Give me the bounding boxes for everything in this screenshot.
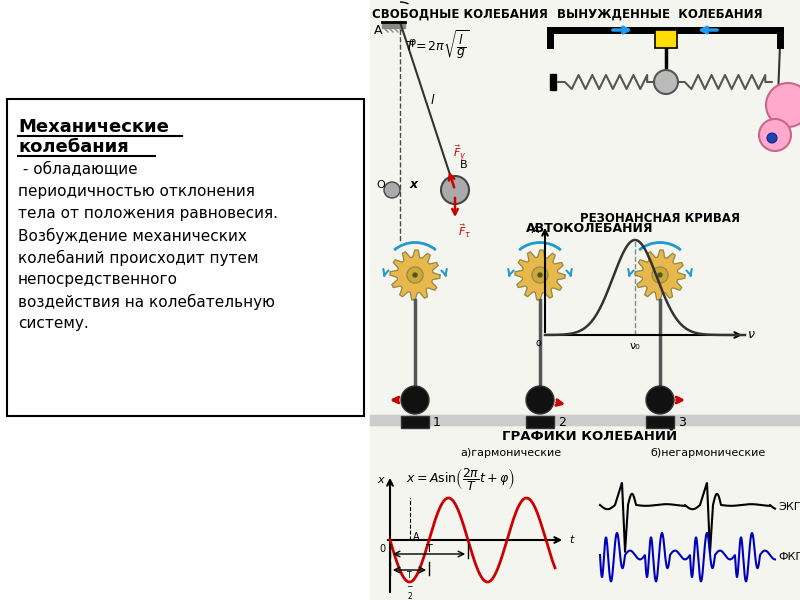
- Circle shape: [766, 83, 800, 127]
- Text: O: O: [376, 180, 385, 190]
- Polygon shape: [370, 0, 800, 420]
- FancyBboxPatch shape: [7, 99, 364, 416]
- Bar: [401, 416, 429, 428]
- Text: - обладающие: - обладающие: [18, 162, 138, 177]
- Text: ФКГ: ФКГ: [778, 552, 800, 562]
- Text: $x = A\sin\!\left(\dfrac{2\pi}{T}t + \varphi\right)$: $x = A\sin\!\left(\dfrac{2\pi}{T}t + \va…: [406, 466, 514, 492]
- Text: воздействия на колебательную: воздействия на колебательную: [18, 294, 275, 310]
- Text: ВЫНУЖДЕННЫЕ  КОЛЕБАНИЯ: ВЫНУЖДЕННЫЕ КОЛЕБАНИЯ: [557, 8, 763, 21]
- Text: Механические: Механические: [18, 118, 169, 136]
- Bar: [655, 30, 677, 48]
- Circle shape: [441, 176, 469, 204]
- Text: t: t: [569, 535, 574, 545]
- Text: непосредственного: непосредственного: [18, 272, 178, 287]
- Text: ν: ν: [748, 329, 755, 341]
- Circle shape: [532, 267, 548, 283]
- Text: A: A: [413, 532, 419, 542]
- Text: СВОБОДНЫЕ КОЛЕБАНИЯ: СВОБОДНЫЕ КОЛЕБАНИЯ: [372, 8, 548, 21]
- Text: колебаний происходит путем: колебаний происходит путем: [18, 250, 258, 266]
- Text: б)негармонические: б)негармонические: [650, 448, 766, 458]
- Text: АВТОКОЛЕБАНИЯ: АВТОКОЛЕБАНИЯ: [526, 222, 654, 235]
- Circle shape: [658, 272, 662, 278]
- Polygon shape: [382, 22, 405, 28]
- Bar: [526, 416, 554, 428]
- Polygon shape: [370, 415, 800, 425]
- Text: A: A: [374, 24, 382, 37]
- Bar: [646, 416, 674, 428]
- Text: колебания: колебания: [18, 138, 129, 156]
- Text: o: o: [535, 338, 541, 348]
- Polygon shape: [390, 250, 440, 300]
- Text: Возбуждение механических: Возбуждение механических: [18, 228, 247, 244]
- Text: а)гармонические: а)гармонические: [460, 448, 561, 458]
- Circle shape: [646, 386, 674, 414]
- Polygon shape: [370, 420, 800, 600]
- Text: 3: 3: [678, 415, 686, 428]
- Text: x: x: [410, 179, 418, 191]
- Text: ЭКГ: ЭКГ: [778, 502, 800, 512]
- Text: 2: 2: [558, 415, 566, 428]
- Circle shape: [759, 119, 791, 151]
- Polygon shape: [635, 250, 685, 300]
- Circle shape: [526, 386, 554, 414]
- Text: ГРАФИКИ КОЛЕБАНИЙ: ГРАФИКИ КОЛЕБАНИЙ: [502, 430, 678, 443]
- Text: T
─
2: T ─ 2: [407, 571, 412, 600]
- Polygon shape: [550, 74, 556, 90]
- Text: B: B: [460, 160, 468, 170]
- Text: l: l: [430, 94, 434, 107]
- Text: тела от положения равновесия.: тела от положения равновесия.: [18, 206, 278, 221]
- Polygon shape: [370, 415, 800, 425]
- Polygon shape: [515, 250, 565, 300]
- Text: 1: 1: [433, 415, 441, 428]
- Circle shape: [538, 272, 542, 278]
- Text: 0: 0: [380, 544, 386, 554]
- Circle shape: [767, 133, 777, 143]
- Text: $T = 2\pi\sqrt{\dfrac{l}{g}}$: $T = 2\pi\sqrt{\dfrac{l}{g}}$: [405, 28, 470, 61]
- Circle shape: [652, 267, 668, 283]
- Circle shape: [384, 182, 400, 198]
- Text: $\vec{F}_\tau$: $\vec{F}_\tau$: [458, 222, 471, 239]
- Circle shape: [412, 272, 418, 278]
- Circle shape: [654, 70, 678, 94]
- Text: систему.: систему.: [18, 316, 89, 331]
- Text: ν₀: ν₀: [630, 341, 640, 351]
- Text: периодичностью отклонения: периодичностью отклонения: [18, 184, 255, 199]
- Circle shape: [407, 267, 423, 283]
- Text: T: T: [426, 544, 432, 554]
- Text: φ: φ: [408, 37, 415, 47]
- Text: A: A: [531, 225, 539, 235]
- Circle shape: [401, 386, 429, 414]
- Text: x: x: [378, 475, 384, 485]
- Text: РЕЗОНАНСНАЯ КРИВАЯ: РЕЗОНАНСНАЯ КРИВАЯ: [580, 212, 740, 225]
- Text: $\vec{F}_\gamma$: $\vec{F}_\gamma$: [453, 144, 466, 164]
